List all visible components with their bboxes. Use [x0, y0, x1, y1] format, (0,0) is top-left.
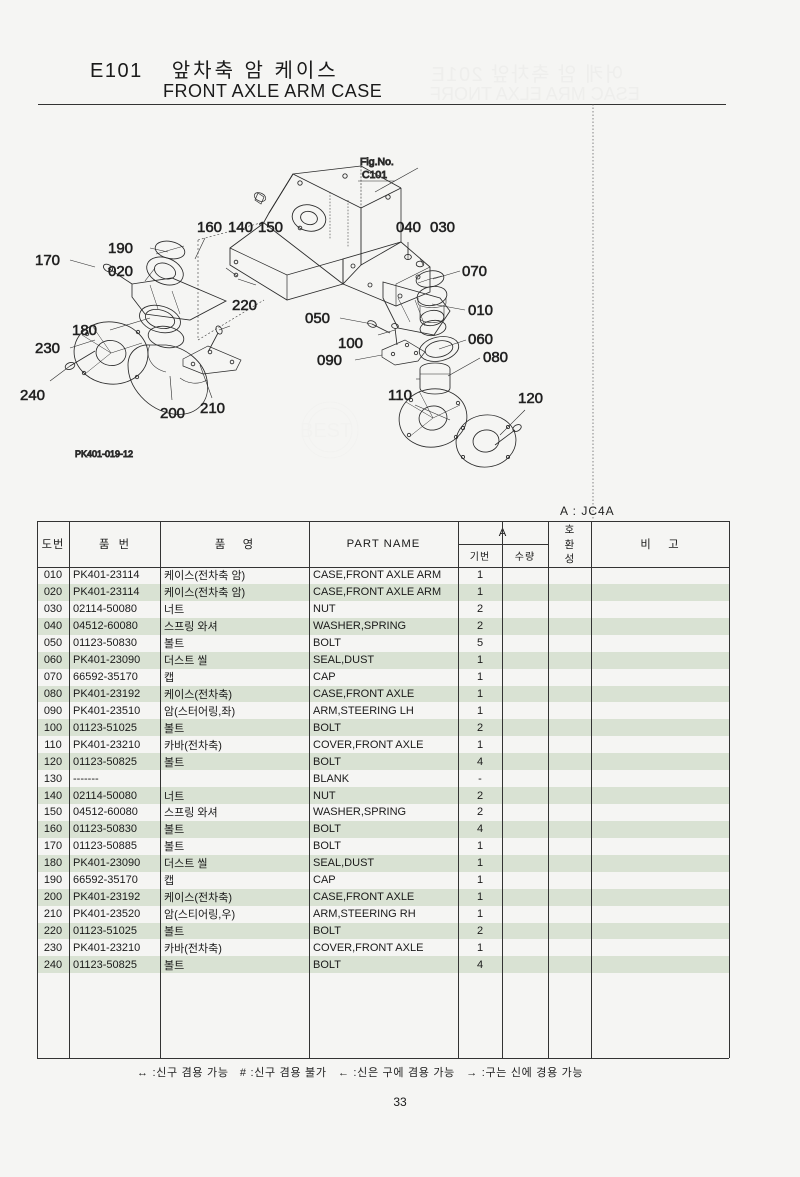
svg-text:060: 060	[468, 331, 493, 348]
svg-text:190: 190	[108, 240, 133, 257]
svg-text:090: 090	[317, 352, 342, 369]
svg-text:BEST: BEST	[300, 420, 352, 442]
svg-text:030: 030	[430, 219, 455, 236]
svg-text:050: 050	[305, 310, 330, 327]
svg-text:160: 160	[197, 219, 222, 236]
svg-text:220: 220	[232, 297, 257, 314]
svg-text:010: 010	[468, 302, 493, 319]
svg-text:140: 140	[228, 219, 253, 236]
svg-text:180: 180	[72, 322, 97, 339]
svg-text:040: 040	[396, 219, 421, 236]
svg-text:210: 210	[200, 400, 225, 417]
svg-text:240: 240	[20, 387, 45, 404]
svg-text:170: 170	[35, 252, 60, 269]
svg-text:200: 200	[160, 405, 185, 422]
svg-text:080: 080	[483, 349, 508, 366]
svg-text:C101: C101	[362, 169, 387, 181]
svg-text:100: 100	[338, 335, 363, 352]
svg-text:120: 120	[518, 390, 543, 407]
svg-text:070: 070	[462, 263, 487, 280]
svg-text:150: 150	[258, 219, 283, 236]
svg-text:110: 110	[388, 387, 412, 404]
svg-text:Fig.No.: Fig.No.	[360, 156, 394, 168]
svg-text:PK401-019-12: PK401-019-12	[75, 449, 133, 459]
svg-text:020: 020	[108, 263, 133, 280]
svg-text:230: 230	[35, 340, 60, 357]
